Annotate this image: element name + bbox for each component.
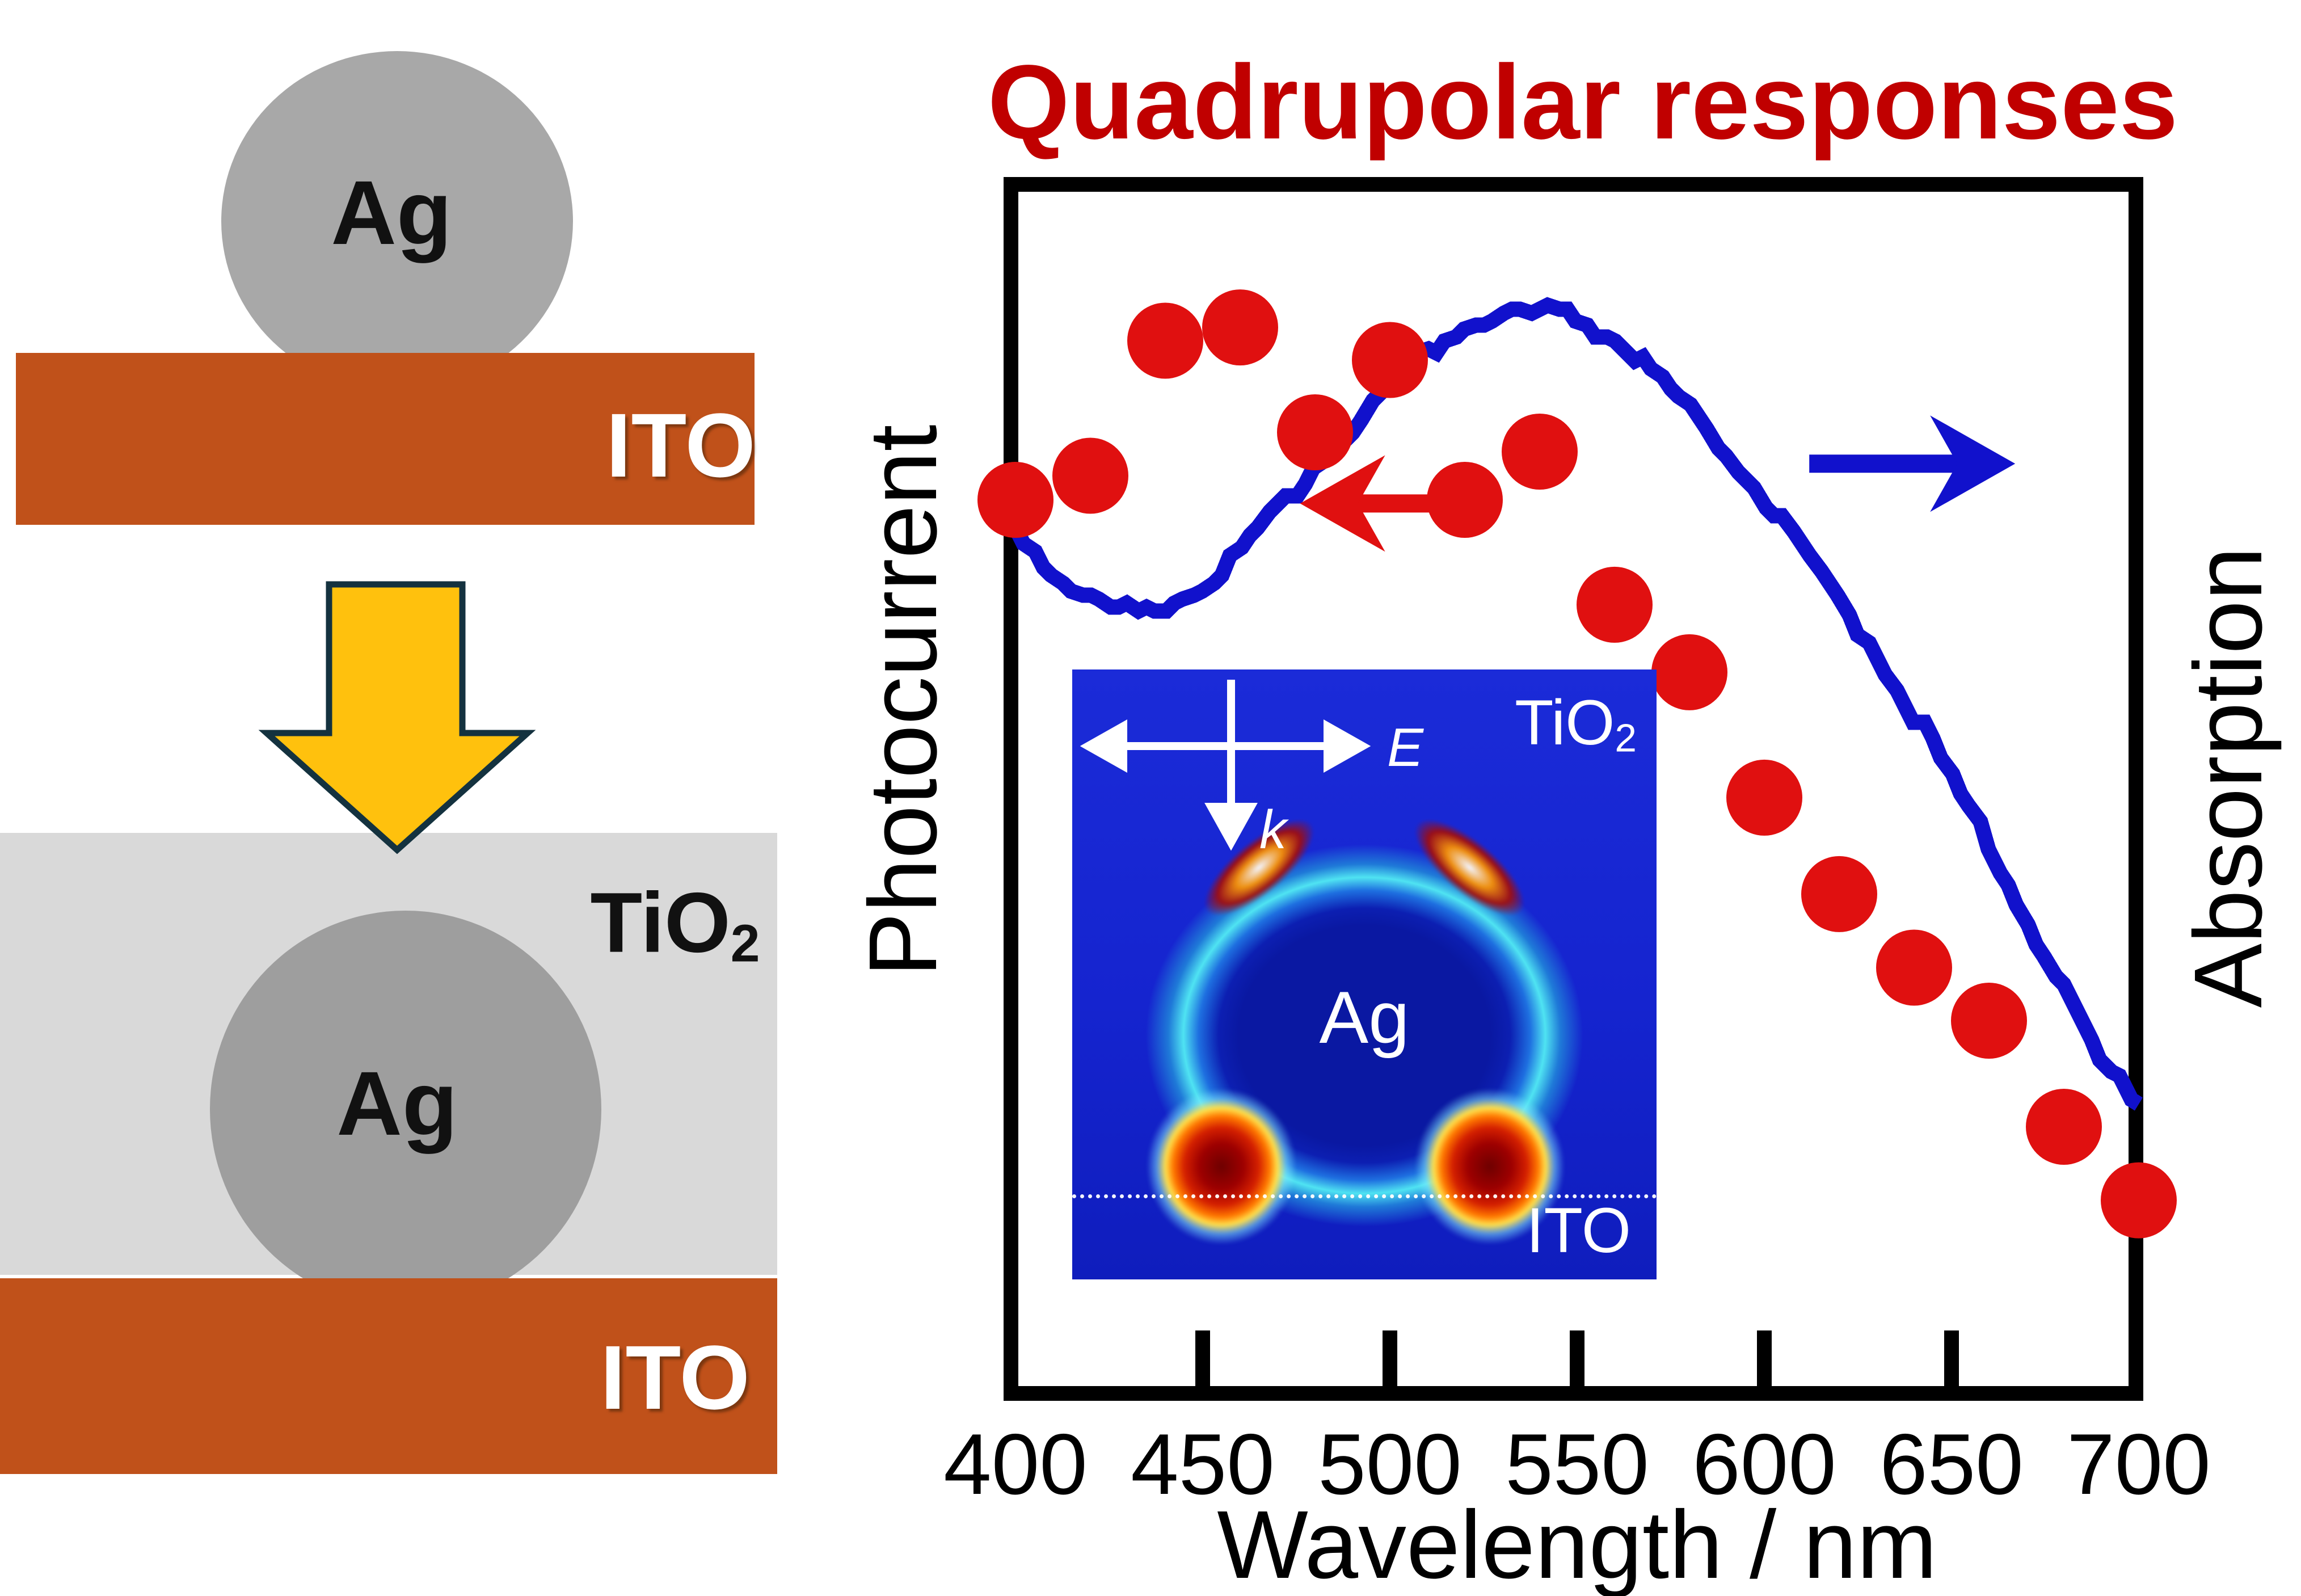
inset-tio2-label: TiO2 [1515, 691, 1637, 758]
inset-ag-label: Ag [1319, 975, 1410, 1059]
photocurrent-data-point [977, 462, 1053, 538]
photocurrent-data-point [1202, 289, 1278, 366]
photocurrent-data-point [1577, 566, 1653, 643]
e-field-label: E [1387, 717, 1424, 778]
ag-label-text: Ag [331, 162, 452, 263]
process-arrow-icon [258, 581, 536, 854]
photocurrent-data-point [1876, 929, 1952, 1006]
x-tick-label: 500 [1318, 1416, 1462, 1513]
ito-label-before: ITO [606, 400, 756, 491]
tio2-label-sub: 2 [730, 913, 760, 973]
photocurrent-data-point [1127, 302, 1203, 379]
ito-label-text: ITO [606, 394, 756, 496]
ag-label-before: Ag [331, 167, 452, 258]
photocurrent-data-point [1277, 394, 1353, 470]
absorption-curve [1008, 297, 2143, 1111]
photocurrent-data-point [1726, 759, 1802, 836]
x-axis-label: Wavelength / nm [1217, 1491, 1937, 1596]
photocurrent-data-point [1951, 983, 2027, 1059]
tio2-label: TiO2 [591, 880, 760, 970]
interface-dotted-line [1072, 1194, 1657, 1198]
x-tick-label: 400 [943, 1416, 1088, 1513]
ito-label-after: ITO [600, 1332, 750, 1423]
ag-particle-after [210, 911, 601, 1308]
x-tick-label: 550 [1505, 1416, 1649, 1513]
x-tick-label: 450 [1131, 1416, 1275, 1513]
photocurrent-data-point [1427, 462, 1503, 538]
photocurrent-data-point [1052, 437, 1128, 514]
ito-label-text-2: ITO [600, 1327, 750, 1428]
x-tick-mark [1944, 1330, 1959, 1387]
photocurrent-data-point [2101, 1162, 2177, 1239]
inset-tio2-sub: 2 [1615, 715, 1637, 760]
field-lobe-bottom-right [1411, 1084, 1569, 1249]
field-map-inset: E k TiO2 Ag ITO [1072, 669, 1657, 1279]
x-tick-label: 600 [1692, 1416, 1836, 1513]
photocurrent-data-point [1352, 322, 1428, 398]
x-tick-mark [1383, 1330, 1397, 1387]
x-tick-mark [1757, 1330, 1772, 1387]
photocurrent-data-point [2026, 1089, 2102, 1165]
x-tick-label: 700 [2067, 1416, 2211, 1513]
tio2-label-main: TiO [590, 874, 731, 970]
ag-particle-before [221, 51, 573, 391]
x-tick-label: 650 [1879, 1416, 2024, 1513]
ag-label-after: Ag [336, 1058, 457, 1149]
ito-substrate-after [0, 1278, 777, 1474]
x-tick-mark [1195, 1330, 1210, 1387]
e-field-arrow-icon [1080, 719, 1371, 773]
field-lobe-bottom-left [1142, 1084, 1300, 1249]
y-axis-label-right: Absorption [2174, 546, 2282, 1008]
absorption-axis-arrow [1809, 415, 2016, 512]
ag-label-text-2: Ag [336, 1052, 458, 1154]
plot-area [977, 289, 2177, 1387]
k-vector-label: k [1259, 799, 1289, 860]
photocurrent-data-point [1502, 414, 1578, 490]
polarization-axes: E k [1080, 680, 1424, 860]
k-vector-arrow-icon [1204, 680, 1258, 851]
x-tick-mark [1570, 1330, 1584, 1387]
photocurrent-data-point [1651, 634, 1727, 710]
chart-title: Quadrupolar responses [987, 44, 2178, 161]
ito-substrate-before [16, 353, 755, 525]
y-axis-label-left: Photocurrent [849, 424, 957, 977]
inset-tio2-main: TiO [1515, 687, 1615, 758]
inset-ito-label: ITO [1526, 1195, 1631, 1266]
photocurrent-data-point [1801, 856, 1877, 932]
